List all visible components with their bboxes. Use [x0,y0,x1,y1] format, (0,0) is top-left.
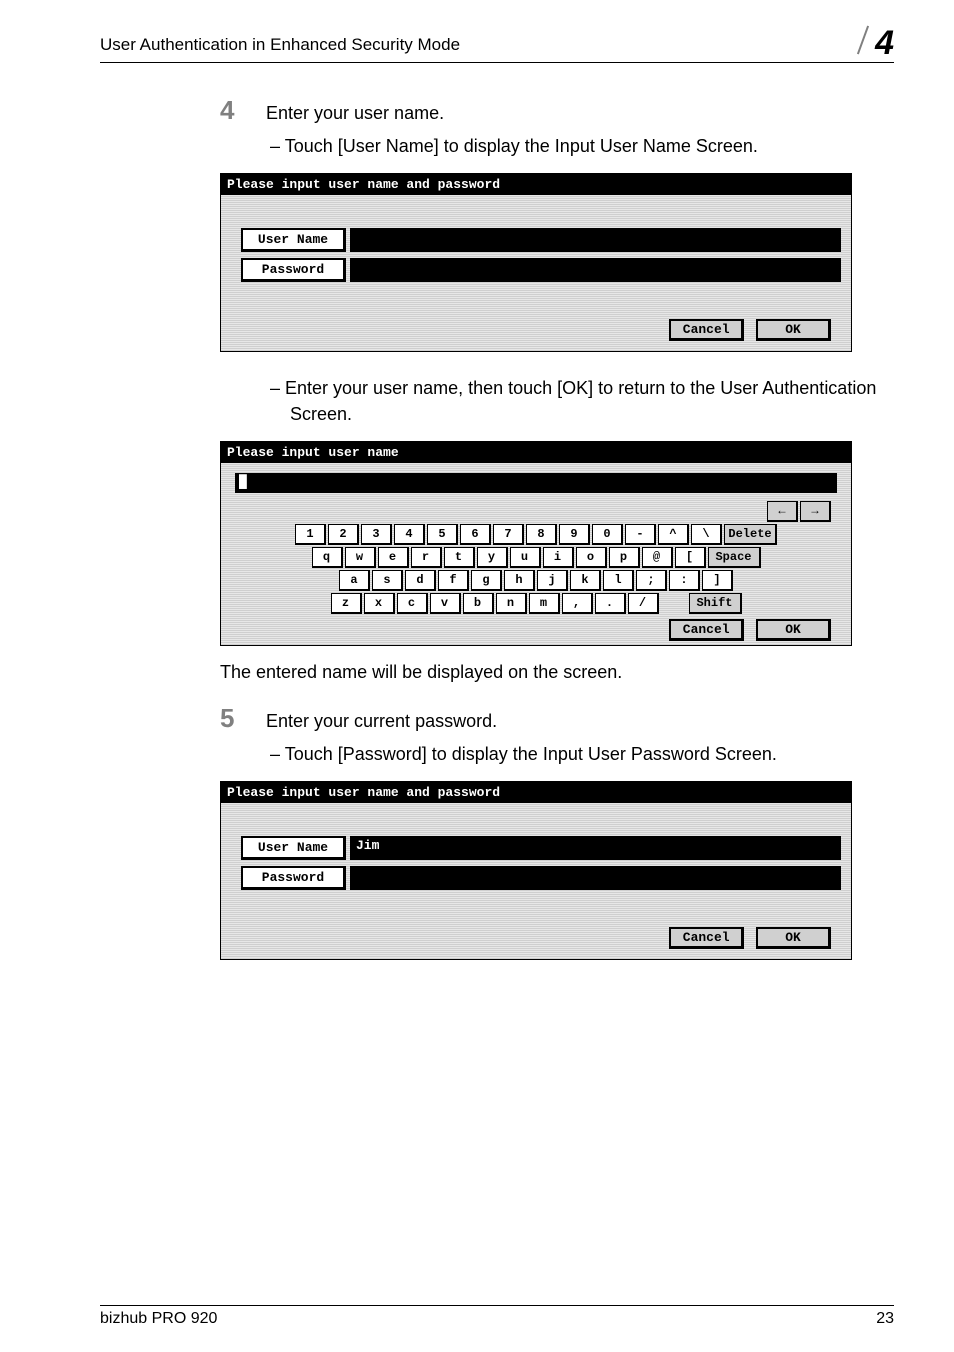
keyboard-key[interactable]: h [504,570,535,591]
keyboard-key[interactable]: m [529,593,560,614]
text-display: █ [235,473,837,493]
keyboard-key[interactable]: c [397,593,428,614]
keyboard-key[interactable]: d [405,570,436,591]
step-number-5: 5 [220,703,240,734]
keyboard-key[interactable]: u [510,547,541,568]
keyboard-key[interactable]: s [372,570,403,591]
cancel-button[interactable]: Cancel [669,319,744,341]
keyboard-key[interactable]: , [562,593,593,614]
ok-button[interactable]: OK [756,319,831,341]
keyboard-key[interactable]: b [463,593,494,614]
keyboard-key[interactable]: q [312,547,343,568]
username-field-value: Jim [350,836,841,860]
username-button[interactable]: User Name [241,228,346,252]
arrow-right-key[interactable]: → [800,501,831,522]
footer-product: bizhub PRO 920 [100,1310,217,1328]
keyboard-key[interactable]: 6 [460,524,491,545]
screen2-title: Please input user name [221,442,851,463]
password-button[interactable]: Password [241,258,346,282]
screenshot-login1: Please input user name and password User… [220,173,852,352]
keyboard-key[interactable]: t [444,547,475,568]
keyboard-key[interactable]: 3 [361,524,392,545]
note-entered-name: The entered name will be displayed on th… [220,660,894,685]
step4-sub2: Enter your user name, then touch [OK] to… [270,376,894,426]
screen1-title: Please input user name and password [221,174,851,195]
keyboard-key[interactable]: - [625,524,656,545]
ok-button[interactable]: OK [756,619,831,641]
keyboard-key[interactable]: 7 [493,524,524,545]
password-field-value [350,258,841,282]
page-header-title: User Authentication in Enhanced Security… [100,35,460,55]
keyboard-key[interactable]: Space [708,547,761,568]
keyboard-key[interactable]: y [477,547,508,568]
keyboard-key[interactable]: r [411,547,442,568]
cancel-button[interactable]: Cancel [669,927,744,949]
keyboard-key[interactable]: : [669,570,700,591]
decorative-mark [857,26,869,55]
keyboard-key[interactable]: @ [642,547,673,568]
footer-page: 23 [876,1310,894,1328]
keyboard-key[interactable]: k [570,570,601,591]
keyboard-key[interactable]: v [430,593,461,614]
keyboard-key[interactable]: Shift [689,593,742,614]
keyboard-key[interactable]: i [543,547,574,568]
ok-button[interactable]: OK [756,927,831,949]
step-number-4: 4 [220,95,240,126]
step-text-5: Enter your current password. [266,709,497,734]
keyboard-key[interactable]: [ [675,547,706,568]
screenshot-keyboard: Please input user name █ ← → 1234567890-… [220,441,852,646]
keyboard-key[interactable]: 5 [427,524,458,545]
keyboard-key[interactable]: 9 [559,524,590,545]
keyboard-key[interactable]: . [595,593,626,614]
keyboard-key[interactable]: Delete [724,524,777,545]
keyboard-key[interactable]: z [331,593,362,614]
password-field-value [350,866,841,890]
step-text-4: Enter your user name. [266,101,444,126]
keyboard-key[interactable]: x [364,593,395,614]
keyboard-key[interactable]: ; [636,570,667,591]
keyboard-key[interactable]: ^ [658,524,689,545]
screenshot-login3: Please input user name and password User… [220,781,852,960]
keyboard-key[interactable]: w [345,547,376,568]
chapter-number: 4 [875,24,894,63]
keyboard-key[interactable]: 4 [394,524,425,545]
keyboard-key[interactable]: \ [691,524,722,545]
keyboard-key[interactable]: 8 [526,524,557,545]
arrow-left-key[interactable]: ← [767,501,798,522]
keyboard-key[interactable]: 2 [328,524,359,545]
step4-sub1: Touch [User Name] to display the Input U… [270,134,894,159]
step5-sub1: Touch [Password] to display the Input Us… [270,742,894,767]
keyboard-key[interactable]: f [438,570,469,591]
keyboard-key[interactable]: 0 [592,524,623,545]
username-button[interactable]: User Name [241,836,346,860]
keyboard-key[interactable]: n [496,593,527,614]
cancel-button[interactable]: Cancel [669,619,744,641]
username-field-value [350,228,841,252]
password-button[interactable]: Password [241,866,346,890]
keyboard-key[interactable]: p [609,547,640,568]
keyboard-key[interactable]: 1 [295,524,326,545]
keyboard-key[interactable]: l [603,570,634,591]
keyboard-key[interactable]: / [628,593,659,614]
keyboard-key[interactable]: o [576,547,607,568]
keyboard-key[interactable]: a [339,570,370,591]
keyboard-key[interactable]: j [537,570,568,591]
keyboard-key[interactable]: ] [702,570,733,591]
screen3-title: Please input user name and password [221,782,851,803]
keyboard-key[interactable]: g [471,570,502,591]
keyboard-key[interactable]: e [378,547,409,568]
